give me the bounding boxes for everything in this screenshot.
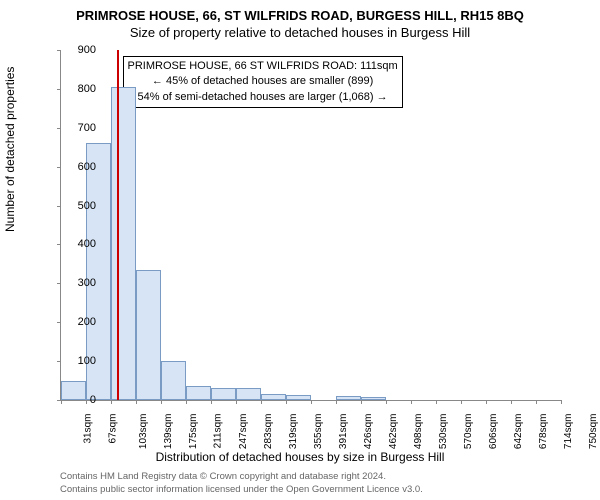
y-tick-label: 800 bbox=[66, 83, 96, 95]
x-tick-label: 175sqm bbox=[188, 414, 199, 450]
x-tick-label: 426sqm bbox=[363, 414, 374, 450]
x-tick-mark bbox=[161, 400, 162, 404]
x-tick-label: 678sqm bbox=[538, 414, 549, 450]
y-tick-label: 200 bbox=[66, 316, 96, 328]
x-tick-mark bbox=[486, 400, 487, 404]
y-tick-label: 900 bbox=[66, 44, 96, 56]
x-tick-label: 139sqm bbox=[163, 414, 174, 450]
histogram-bar bbox=[261, 394, 286, 400]
x-tick-label: 642sqm bbox=[513, 414, 524, 450]
histogram-bar bbox=[211, 388, 236, 400]
x-tick-mark bbox=[61, 400, 62, 404]
y-tick-label: 600 bbox=[66, 161, 96, 173]
x-tick-label: 750sqm bbox=[588, 414, 599, 450]
histogram-bar bbox=[236, 388, 261, 400]
reference-line bbox=[117, 50, 119, 400]
y-tick-mark bbox=[57, 128, 61, 129]
x-tick-label: 283sqm bbox=[263, 414, 274, 450]
histogram-bar bbox=[136, 270, 161, 400]
x-tick-mark bbox=[261, 400, 262, 404]
info-box: PRIMROSE HOUSE, 66 ST WILFRIDS ROAD: 111… bbox=[123, 56, 403, 108]
x-tick-mark bbox=[361, 400, 362, 404]
x-tick-label: 570sqm bbox=[463, 414, 474, 450]
y-tick-label: 0 bbox=[66, 394, 96, 406]
y-tick-label: 400 bbox=[66, 238, 96, 250]
x-tick-label: 606sqm bbox=[488, 414, 499, 450]
x-tick-label: 247sqm bbox=[238, 414, 249, 450]
x-tick-mark bbox=[211, 400, 212, 404]
x-tick-label: 67sqm bbox=[108, 414, 119, 444]
x-tick-label: 714sqm bbox=[563, 414, 574, 450]
info-line-2: ← 45% of detached houses are smaller (89… bbox=[128, 74, 398, 89]
x-tick-mark bbox=[186, 400, 187, 404]
x-tick-mark bbox=[561, 400, 562, 404]
x-tick-label: 211sqm bbox=[212, 414, 223, 449]
y-tick-mark bbox=[57, 244, 61, 245]
y-tick-mark bbox=[57, 167, 61, 168]
attribution-line-2: Contains public sector information licen… bbox=[60, 484, 423, 496]
x-axis-label: Distribution of detached houses by size … bbox=[0, 450, 600, 464]
x-tick-label: 103sqm bbox=[138, 414, 149, 450]
histogram-bar bbox=[286, 395, 311, 400]
chart-plot-area: PRIMROSE HOUSE, 66 ST WILFRIDS ROAD: 111… bbox=[60, 50, 561, 401]
info-line-3: 54% of semi-detached houses are larger (… bbox=[128, 90, 398, 105]
x-tick-mark bbox=[411, 400, 412, 404]
chart-title: PRIMROSE HOUSE, 66, ST WILFRIDS ROAD, BU… bbox=[0, 0, 600, 23]
x-tick-label: 355sqm bbox=[313, 414, 324, 450]
y-tick-mark bbox=[57, 283, 61, 284]
histogram-bar bbox=[336, 396, 361, 400]
y-tick-label: 500 bbox=[66, 200, 96, 212]
x-tick-mark bbox=[436, 400, 437, 404]
y-tick-mark bbox=[57, 89, 61, 90]
y-tick-mark bbox=[57, 322, 61, 323]
x-tick-mark bbox=[461, 400, 462, 404]
x-tick-label: 498sqm bbox=[413, 414, 424, 450]
y-tick-label: 300 bbox=[66, 277, 96, 289]
x-tick-mark bbox=[336, 400, 337, 404]
x-tick-label: 391sqm bbox=[338, 414, 349, 450]
x-tick-mark bbox=[511, 400, 512, 404]
x-tick-label: 319sqm bbox=[288, 414, 299, 450]
y-tick-mark bbox=[57, 361, 61, 362]
attribution: Contains HM Land Registry data © Crown c… bbox=[60, 471, 423, 496]
x-tick-mark bbox=[111, 400, 112, 404]
x-tick-mark bbox=[236, 400, 237, 404]
histogram-bar bbox=[111, 87, 136, 400]
x-tick-label: 31sqm bbox=[83, 414, 94, 444]
y-tick-label: 700 bbox=[66, 122, 96, 134]
y-tick-mark bbox=[57, 206, 61, 207]
x-tick-mark bbox=[286, 400, 287, 404]
chart-subtitle: Size of property relative to detached ho… bbox=[0, 23, 600, 40]
x-tick-label: 462sqm bbox=[388, 414, 399, 450]
x-tick-mark bbox=[136, 400, 137, 404]
x-tick-label: 530sqm bbox=[438, 414, 449, 450]
histogram-bar bbox=[186, 386, 211, 400]
histogram-bar bbox=[161, 361, 186, 400]
x-tick-mark bbox=[311, 400, 312, 404]
y-axis-label: Number of detached properties bbox=[3, 67, 17, 232]
x-tick-mark bbox=[386, 400, 387, 404]
x-tick-mark bbox=[536, 400, 537, 404]
attribution-line-1: Contains HM Land Registry data © Crown c… bbox=[60, 471, 423, 483]
histogram-bar bbox=[361, 397, 386, 400]
y-tick-mark bbox=[57, 50, 61, 51]
y-tick-label: 100 bbox=[66, 355, 96, 367]
info-line-1: PRIMROSE HOUSE, 66 ST WILFRIDS ROAD: 111… bbox=[128, 59, 398, 74]
